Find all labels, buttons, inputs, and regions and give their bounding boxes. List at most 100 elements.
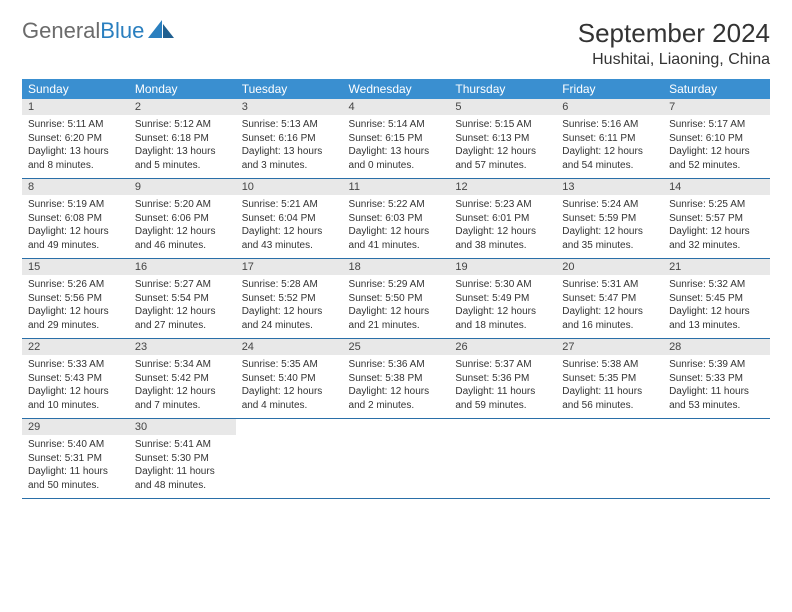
sunrise-text: Sunrise: 5:28 AM [242,278,337,292]
daynum-row: 891011121314 [22,179,770,196]
daylight-text-2: and 3 minutes. [242,159,337,173]
day-data-cell: Sunrise: 5:23 AMSunset: 6:01 PMDaylight:… [449,195,556,259]
daylight-text-2: and 48 minutes. [135,479,230,493]
sunrise-text: Sunrise: 5:12 AM [135,118,230,132]
sunset-text: Sunset: 6:01 PM [455,212,550,226]
sunrise-text: Sunrise: 5:26 AM [28,278,123,292]
daylight-text-1: Daylight: 12 hours [135,225,230,239]
daylight-text-1: Daylight: 12 hours [669,145,764,159]
daynum-row: 1234567 [22,99,770,115]
day-number-cell: 1 [22,99,129,115]
daylight-text-1: Daylight: 12 hours [28,305,123,319]
sunset-text: Sunset: 5:35 PM [562,372,657,386]
day-data-cell: Sunrise: 5:26 AMSunset: 5:56 PMDaylight:… [22,275,129,339]
day-data-cell: Sunrise: 5:40 AMSunset: 5:31 PMDaylight:… [22,435,129,499]
sunset-text: Sunset: 6:11 PM [562,132,657,146]
day-number-cell: 28 [663,339,770,356]
sunrise-text: Sunrise: 5:15 AM [455,118,550,132]
day-number-cell: 9 [129,179,236,196]
daylight-text-2: and 56 minutes. [562,399,657,413]
daylight-text-1: Daylight: 12 hours [242,225,337,239]
daylight-text-1: Daylight: 13 hours [349,145,444,159]
day-data-cell: Sunrise: 5:14 AMSunset: 6:15 PMDaylight:… [343,115,450,179]
day-data-cell: Sunrise: 5:37 AMSunset: 5:36 PMDaylight:… [449,355,556,419]
day-number-cell: 27 [556,339,663,356]
brand-logo: GeneralBlue [22,18,174,44]
day-number-cell: 29 [22,419,129,436]
day-data-cell: Sunrise: 5:11 AMSunset: 6:20 PMDaylight:… [22,115,129,179]
sunset-text: Sunset: 6:20 PM [28,132,123,146]
daynum-row: 22232425262728 [22,339,770,356]
sunset-text: Sunset: 5:54 PM [135,292,230,306]
sunrise-text: Sunrise: 5:21 AM [242,198,337,212]
day-number-cell: 6 [556,99,663,115]
daylight-text-2: and 4 minutes. [242,399,337,413]
calendar-page: GeneralBlue September 2024 Hushitai, Lia… [0,0,792,517]
day-number-cell: 13 [556,179,663,196]
daylight-text-2: and 41 minutes. [349,239,444,253]
sunrise-text: Sunrise: 5:38 AM [562,358,657,372]
sunrise-text: Sunrise: 5:36 AM [349,358,444,372]
sail-icon [148,18,174,44]
daylight-text-2: and 21 minutes. [349,319,444,333]
day-number-cell: 20 [556,259,663,276]
page-header: GeneralBlue September 2024 Hushitai, Lia… [22,18,770,69]
sunrise-text: Sunrise: 5:13 AM [242,118,337,132]
day-number-cell: 30 [129,419,236,436]
daylight-text-2: and 18 minutes. [455,319,550,333]
sunrise-text: Sunrise: 5:39 AM [669,358,764,372]
sunset-text: Sunset: 5:43 PM [28,372,123,386]
sunset-text: Sunset: 5:33 PM [669,372,764,386]
daylight-text-2: and 27 minutes. [135,319,230,333]
daylight-text-2: and 10 minutes. [28,399,123,413]
day-number-cell: 10 [236,179,343,196]
day-data-cell: Sunrise: 5:29 AMSunset: 5:50 PMDaylight:… [343,275,450,339]
sunset-text: Sunset: 5:40 PM [242,372,337,386]
data-row: Sunrise: 5:11 AMSunset: 6:20 PMDaylight:… [22,115,770,179]
day-number-cell: 25 [343,339,450,356]
day-number-cell: 26 [449,339,556,356]
daylight-text-1: Daylight: 12 hours [349,305,444,319]
sunset-text: Sunset: 5:36 PM [455,372,550,386]
brand-part2: Blue [100,18,144,44]
daylight-text-1: Daylight: 13 hours [242,145,337,159]
day-number-cell [343,419,450,436]
day-data-cell: Sunrise: 5:28 AMSunset: 5:52 PMDaylight:… [236,275,343,339]
daylight-text-1: Daylight: 12 hours [669,225,764,239]
sunset-text: Sunset: 6:16 PM [242,132,337,146]
brand-part1: General [22,18,100,44]
daylight-text-2: and 5 minutes. [135,159,230,173]
day-number-cell: 14 [663,179,770,196]
day-header: Sunday [22,79,129,99]
day-number-cell: 19 [449,259,556,276]
daylight-text-2: and 53 minutes. [669,399,764,413]
day-data-cell: Sunrise: 5:19 AMSunset: 6:08 PMDaylight:… [22,195,129,259]
daylight-text-2: and 50 minutes. [28,479,123,493]
daynum-row: 15161718192021 [22,259,770,276]
day-data-cell: Sunrise: 5:38 AMSunset: 5:35 PMDaylight:… [556,355,663,419]
day-header: Friday [556,79,663,99]
day-data-cell: Sunrise: 5:24 AMSunset: 5:59 PMDaylight:… [556,195,663,259]
day-data-cell [556,435,663,499]
daylight-text-1: Daylight: 13 hours [28,145,123,159]
daylight-text-2: and 52 minutes. [669,159,764,173]
day-number-cell [663,419,770,436]
daylight-text-1: Daylight: 11 hours [135,465,230,479]
day-data-cell [449,435,556,499]
sunrise-text: Sunrise: 5:37 AM [455,358,550,372]
daylight-text-2: and 2 minutes. [349,399,444,413]
day-number-cell [449,419,556,436]
day-number-cell: 4 [343,99,450,115]
data-row: Sunrise: 5:33 AMSunset: 5:43 PMDaylight:… [22,355,770,419]
sunrise-text: Sunrise: 5:41 AM [135,438,230,452]
daylight-text-2: and 0 minutes. [349,159,444,173]
sunset-text: Sunset: 5:49 PM [455,292,550,306]
title-block: September 2024 Hushitai, Liaoning, China [578,18,770,69]
sunset-text: Sunset: 5:45 PM [669,292,764,306]
day-number-cell: 16 [129,259,236,276]
calendar-table: Sunday Monday Tuesday Wednesday Thursday… [22,79,770,499]
sunrise-text: Sunrise: 5:17 AM [669,118,764,132]
daylight-text-2: and 43 minutes. [242,239,337,253]
daylight-text-2: and 7 minutes. [135,399,230,413]
daylight-text-1: Daylight: 12 hours [349,225,444,239]
